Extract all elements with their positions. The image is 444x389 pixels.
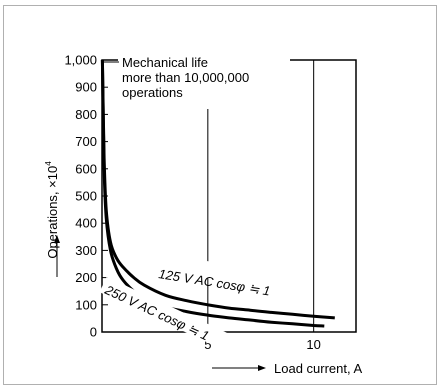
y-tick-label-7: 700 — [75, 134, 97, 149]
y-axis-label-text: Operations, ×104 — [44, 161, 60, 259]
y-tick-label-1: 100 — [75, 297, 97, 312]
y-tick-label-6: 600 — [75, 161, 97, 176]
x-tick-label-0: 5 — [204, 337, 211, 352]
y-tick-label-3: 300 — [75, 243, 97, 258]
y-tick-label-5: 500 — [75, 189, 97, 204]
y-tick-label-9: 900 — [75, 80, 97, 95]
y-tick-label-4: 400 — [75, 216, 97, 231]
y-tick-label-10: 1,000 — [64, 53, 97, 68]
y-axis-label-exponent: 4 — [44, 161, 53, 166]
annotation-line-1: Mechanical life — [122, 55, 208, 70]
y-tick-label-0: 0 — [90, 325, 97, 340]
series-label-125v: 125 V AC cosφ ≒ 1 — [149, 252, 301, 299]
x-axis-label: Load current, A — [274, 361, 362, 376]
y-axis-arrow — [54, 235, 60, 277]
annotation-background — [118, 53, 290, 109]
y-axis-label: Operations, ×104 — [44, 161, 60, 259]
y-tick-label-2: 200 — [75, 270, 97, 285]
annotation-line-3: operations — [122, 85, 183, 100]
annotation-line-2: more than 10,000,000 — [122, 70, 249, 85]
x-tick-label-1: 10 — [306, 337, 320, 352]
y-tick-label-8: 800 — [75, 107, 97, 122]
x-axis-ticks: 5 10 — [204, 337, 321, 352]
x-axis-arrow — [212, 365, 266, 371]
y-axis-label-main: Operations, ×10 — [45, 166, 60, 259]
